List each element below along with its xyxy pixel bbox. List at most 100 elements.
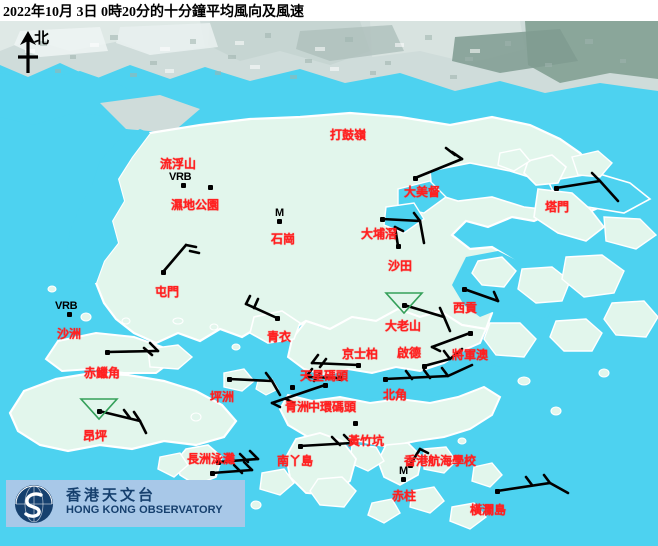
wind-barb-central-pier bbox=[270, 383, 327, 409]
logo-name-cn: 香港天文台 bbox=[66, 488, 157, 504]
title-bar: 2022年10月 3日 0時20分的十分鐘平均風向及風速 bbox=[0, 0, 658, 21]
station-label[interactable]: 沙田 bbox=[388, 259, 413, 273]
station-dot[interactable] bbox=[208, 185, 213, 190]
station-label[interactable]: 石崗 bbox=[271, 232, 296, 246]
wind-barb-waglan-island bbox=[495, 473, 570, 495]
station-dot[interactable] bbox=[408, 463, 413, 468]
observatory-swirl-icon bbox=[14, 484, 54, 524]
station-label[interactable]: 橫瀾島 bbox=[470, 503, 507, 517]
station-dot[interactable] bbox=[401, 477, 406, 482]
wind-barb-sai-kung bbox=[462, 287, 500, 303]
station-dot[interactable] bbox=[105, 350, 110, 355]
wind-barb-tuen-mun bbox=[161, 243, 201, 274]
station-dot[interactable] bbox=[495, 489, 500, 494]
station-label[interactable]: 北角 bbox=[383, 388, 408, 402]
map-graphics bbox=[0, 21, 658, 546]
map-canvas[interactable]: 北 打鼓嶺 VRB 流浮山 濕地公園 M 石崗 大美督 塔門 大埔滘 沙田 屯門 VRB 沙洲 赤鱲角 昂坪… bbox=[0, 21, 658, 546]
hk-landmass bbox=[66, 111, 658, 358]
highland-markers bbox=[79, 292, 424, 421]
north-label: 北 bbox=[34, 31, 50, 47]
wind-barb-tap-mun bbox=[554, 171, 620, 203]
station-dot[interactable] bbox=[227, 377, 232, 382]
wind-barb-star-ferry bbox=[304, 367, 342, 383]
station-dot[interactable] bbox=[277, 219, 282, 224]
north-arrow-icon: 北 bbox=[6, 25, 62, 77]
missing-data-marker: M bbox=[399, 465, 409, 477]
mainland-terrain bbox=[0, 21, 658, 133]
station-dot[interactable] bbox=[216, 460, 221, 465]
highland-marker-tates-cairn bbox=[384, 292, 424, 315]
station-dot[interactable] bbox=[402, 303, 407, 308]
station-label[interactable]: 屯門 bbox=[155, 285, 180, 299]
station-label[interactable]: 天星碼頭 bbox=[300, 369, 349, 383]
wind-barb-kai-tak bbox=[422, 347, 464, 368]
wind-barb-tseung-kwan-o bbox=[430, 331, 472, 353]
station-dot[interactable] bbox=[356, 363, 361, 368]
station-label[interactable]: 南丫島 bbox=[277, 454, 314, 468]
station-label[interactable]: 黃竹坑 bbox=[348, 434, 385, 448]
station-dot[interactable] bbox=[462, 287, 467, 292]
station-label[interactable]: 青衣 bbox=[267, 330, 292, 344]
page-title: 2022年10月 3日 0時20分的十分鐘平均風向及風速 bbox=[3, 5, 304, 20]
station-label[interactable]: 中環碼頭 bbox=[308, 400, 357, 414]
highland-marker-ngong-ping bbox=[79, 398, 119, 421]
wind-barb-tai-po-kau bbox=[380, 211, 426, 245]
wind-barb-kings-park bbox=[310, 353, 360, 369]
station-dot[interactable] bbox=[554, 186, 559, 191]
station-label[interactable]: 大埔滘 bbox=[361, 227, 398, 241]
station-dot[interactable] bbox=[67, 312, 72, 317]
kowloon-hkisland bbox=[278, 307, 502, 486]
station-dot[interactable] bbox=[383, 377, 388, 382]
wind-barbs bbox=[97, 146, 620, 495]
station-label[interactable]: 將軍澳 bbox=[452, 348, 489, 362]
missing-data-marker: M bbox=[275, 207, 285, 219]
station-label[interactable]: 赤柱 bbox=[392, 489, 417, 503]
station-label[interactable]: 西貢 bbox=[453, 301, 478, 315]
wind-barb-cheung-chau bbox=[210, 460, 254, 475]
wind-barb-north-point bbox=[383, 363, 474, 381]
station-label[interactable]: 京士柏 bbox=[342, 347, 379, 361]
station-label[interactable]: 流浮山 bbox=[160, 157, 197, 171]
station-dot[interactable] bbox=[97, 409, 102, 414]
station-dot[interactable] bbox=[275, 316, 280, 321]
wind-barb-tai-mei-tuk bbox=[413, 146, 464, 180]
wind-barb-sea-school bbox=[408, 447, 430, 467]
station-dot[interactable] bbox=[353, 421, 358, 426]
station-dot[interactable] bbox=[468, 331, 473, 336]
station-label[interactable]: 大老山 bbox=[385, 319, 422, 333]
station-label[interactable]: 啟德 bbox=[397, 346, 422, 360]
station-label[interactable]: 大美督 bbox=[404, 185, 441, 199]
variable-wind-marker: VRB bbox=[55, 300, 78, 312]
logo-name-en: HONG KONG OBSERVATORY bbox=[66, 504, 223, 516]
wind-barb-tsing-yi bbox=[244, 294, 279, 320]
station-label[interactable]: 香港航海學校 bbox=[404, 454, 477, 468]
station-dot[interactable] bbox=[338, 376, 343, 381]
station-label[interactable]: 打鼓嶺 bbox=[330, 128, 367, 142]
wind-barb-lamma-island bbox=[298, 433, 354, 448]
station-dot[interactable] bbox=[298, 444, 303, 449]
station-label[interactable]: 塔門 bbox=[545, 200, 570, 214]
station-dot[interactable] bbox=[210, 471, 215, 476]
station-dot[interactable] bbox=[380, 217, 385, 222]
wind-barb-chek-lap-kok bbox=[105, 341, 160, 357]
variable-wind-marker: VRB bbox=[169, 171, 192, 183]
station-dot[interactable] bbox=[413, 176, 418, 181]
wind-barb-tates-cairn bbox=[402, 303, 452, 333]
station-label[interactable]: 長洲泳灘 bbox=[187, 452, 236, 466]
station-label[interactable]: 濕地公園 bbox=[171, 198, 220, 212]
lantau-islands bbox=[8, 285, 610, 530]
station-dot[interactable] bbox=[323, 383, 328, 388]
station-dot[interactable] bbox=[396, 244, 401, 249]
station-label[interactable]: 坪洲 bbox=[210, 390, 235, 404]
wind-barb-cheung-chau-beach bbox=[216, 449, 260, 464]
station-label[interactable]: 沙洲 bbox=[57, 327, 82, 341]
station-dot[interactable] bbox=[161, 270, 166, 275]
station-dot[interactable] bbox=[290, 385, 295, 390]
station-label[interactable]: 昂坪 bbox=[83, 429, 108, 443]
wind-barb-ngong-ping bbox=[97, 408, 148, 435]
station-dot[interactable] bbox=[422, 364, 427, 369]
station-label[interactable]: 赤鱲角 bbox=[84, 366, 121, 380]
station-label[interactable]: 青洲 bbox=[285, 400, 310, 414]
station-dot[interactable] bbox=[181, 183, 186, 188]
hko-logo: 香港天文台 HONG KONG OBSERVATORY bbox=[6, 480, 245, 527]
